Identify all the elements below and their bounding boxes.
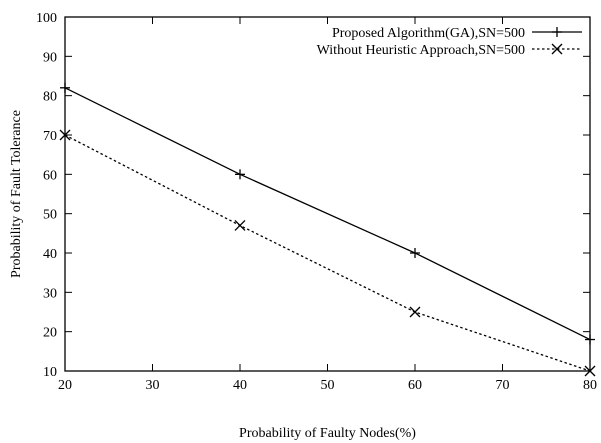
x-tick-label: 30 xyxy=(146,378,160,393)
y-tick-label: 50 xyxy=(43,208,57,223)
x-tick-label: 60 xyxy=(408,378,422,393)
data-point-series-2 xyxy=(59,129,71,141)
legend-label-series-2: Without Heuristic Approach,SN=500 xyxy=(317,43,525,58)
x-tick-label: 20 xyxy=(58,378,72,393)
data-point-series-2 xyxy=(584,365,596,377)
y-tick-label: 60 xyxy=(43,168,57,183)
y-tick-label: 10 xyxy=(43,365,57,380)
y-tick-label: 30 xyxy=(43,286,57,301)
legend-label-series-1: Proposed Algorithm(GA),SN=500 xyxy=(332,26,525,41)
y-tick-label: 20 xyxy=(43,326,57,341)
plot-frame xyxy=(64,16,591,372)
data-point-series-1 xyxy=(60,82,70,93)
x-tick-label: 40 xyxy=(233,378,247,393)
marker-stroke xyxy=(584,365,596,377)
x-tick-label: 70 xyxy=(496,378,510,393)
data-point-series-1 xyxy=(410,248,420,258)
series-group xyxy=(59,82,596,377)
y-tick-label: 80 xyxy=(43,90,57,105)
data-point-series-2 xyxy=(409,306,421,318)
marker-stroke xyxy=(409,306,421,318)
y-tick-label: 70 xyxy=(43,129,57,144)
legend-marker-series-1 xyxy=(552,27,562,37)
x-tick-label: 80 xyxy=(583,378,597,393)
y-tick-label: 40 xyxy=(43,247,57,262)
data-point-series-2 xyxy=(234,220,246,231)
legend: Proposed Algorithm(GA),SN=500 Without Heu… xyxy=(317,26,582,58)
series-line-1 xyxy=(64,87,591,341)
marker-stroke xyxy=(59,129,71,141)
marker-stroke xyxy=(234,220,246,231)
data-point-series-1 xyxy=(235,169,245,180)
y-tick-label: 100 xyxy=(36,11,57,26)
y-axis-label: Probability of Fault Tolerance xyxy=(9,110,24,278)
y-tick-label: 90 xyxy=(43,50,57,65)
x-axis-label: Probability of Faulty Nodes(%) xyxy=(239,426,416,441)
x-tick-label: 50 xyxy=(321,378,335,393)
data-point-series-1 xyxy=(585,334,595,345)
series-line-2 xyxy=(64,134,591,372)
marker-stroke xyxy=(551,43,563,55)
legend-marker-series-2 xyxy=(551,43,563,55)
